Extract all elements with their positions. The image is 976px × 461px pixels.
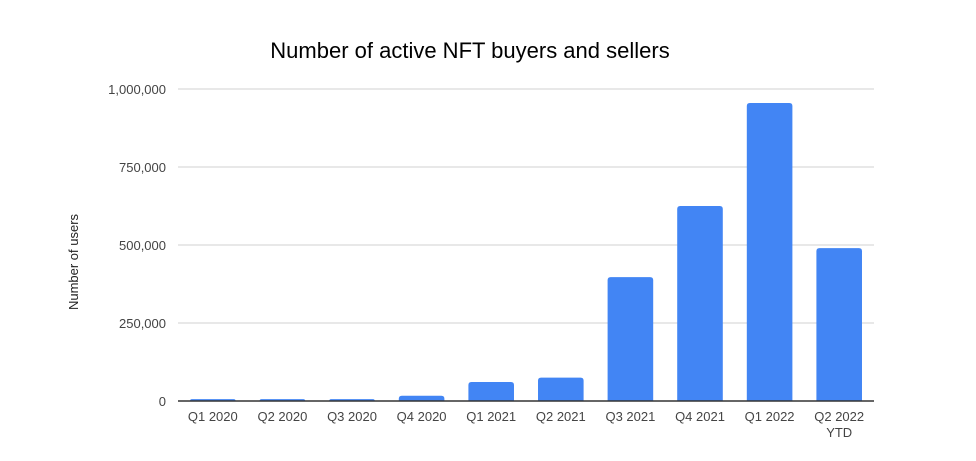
y-tick-label: 250,000 — [119, 316, 166, 331]
y-tick-label: 500,000 — [119, 238, 166, 253]
chart-title: Number of active NFT buyers and sellers — [270, 38, 669, 63]
x-tick-label: Q2 2020 — [257, 409, 307, 424]
bar — [538, 377, 584, 401]
y-tick-label: 0 — [159, 394, 166, 409]
x-tick-label: Q2 2022 YTD — [814, 409, 864, 440]
y-axis-label: Number of users — [66, 213, 81, 310]
bar — [468, 381, 514, 401]
x-tick-label: Q2 2021 — [536, 409, 586, 424]
x-tick-label: Q1 2022 — [745, 409, 795, 424]
y-tick-label: 1,000,000 — [108, 82, 166, 97]
x-tick-label: Q3 2020 — [327, 409, 377, 424]
bars — [190, 103, 862, 401]
bar — [607, 277, 654, 401]
x-tick-labels: Q1 2020 Q2 2020 Q3 2020 Q4 2020 Q1 2021 Q2 20… — [188, 409, 864, 440]
bar — [398, 395, 445, 401]
y-tick-label: 750,000 — [119, 160, 166, 175]
x-tick-label: Q3 2021 — [605, 409, 655, 424]
x-tick-label: Q4 2021 — [675, 409, 725, 424]
bar — [746, 103, 793, 401]
x-tick-label: Q1 2021 — [466, 409, 516, 424]
x-tick-label: Q1 2020 — [188, 409, 238, 424]
bar — [677, 206, 723, 401]
x-tick-label: Q4 2020 — [397, 409, 447, 424]
y-tick-labels: 0 250,000 500,000 750,000 1,000,000 — [108, 82, 166, 409]
bar — [816, 248, 862, 401]
